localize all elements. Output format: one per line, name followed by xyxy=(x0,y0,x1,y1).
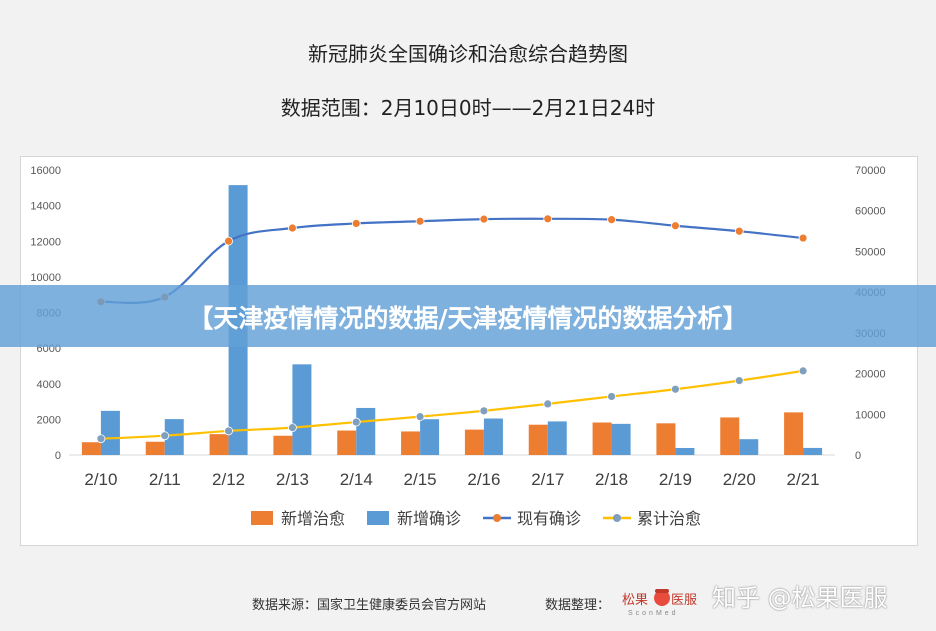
y-left-tick-label: 4000 xyxy=(37,379,61,391)
x-tick-label: 2/17 xyxy=(531,470,564,489)
bar xyxy=(464,429,484,455)
bar xyxy=(611,423,631,455)
line-point xyxy=(543,399,553,409)
line-point xyxy=(96,434,106,444)
line-point xyxy=(607,392,616,401)
series-line xyxy=(100,369,804,440)
line-point xyxy=(288,223,297,233)
line-point xyxy=(160,431,170,441)
legend-point-swatch xyxy=(493,514,501,522)
bar xyxy=(656,423,676,455)
y-left-tick-label: 0 xyxy=(55,450,61,462)
line-point xyxy=(671,384,680,394)
y-right-tick-label: 0 xyxy=(855,450,861,462)
line-point xyxy=(351,219,361,228)
bar xyxy=(803,447,823,455)
x-tick-label: 2/19 xyxy=(659,470,692,489)
bar xyxy=(81,442,101,455)
bar xyxy=(273,435,293,455)
line-point xyxy=(479,214,489,224)
y-right-tick-label: 70000 xyxy=(855,165,886,177)
y-right-tick-label: 20000 xyxy=(855,369,886,381)
legend-point-swatch xyxy=(613,514,621,522)
legend-swatch xyxy=(367,511,389,525)
line-point xyxy=(224,426,233,436)
y-left-tick-label: 16000 xyxy=(30,165,61,177)
bar xyxy=(547,421,567,455)
x-tick-label: 2/18 xyxy=(595,470,628,489)
bar xyxy=(483,418,503,455)
x-tick-label: 2/12 xyxy=(212,470,245,489)
zhihu-watermark: 知乎 @松果医服 xyxy=(712,584,888,612)
bar xyxy=(100,410,120,455)
bar xyxy=(356,407,376,455)
y-left-tick-label: 10000 xyxy=(30,272,61,284)
bar xyxy=(739,439,759,455)
source-note: 数据来源：国家卫生健康委员会官方网站 xyxy=(252,598,487,613)
line-point xyxy=(798,233,808,243)
bar xyxy=(675,447,695,455)
y-right-tick-label: 10000 xyxy=(855,409,886,421)
line-point xyxy=(671,221,680,231)
line-point xyxy=(224,236,233,246)
x-tick-label: 2/10 xyxy=(84,470,117,489)
bar xyxy=(292,364,312,455)
line-point xyxy=(288,423,297,433)
bar xyxy=(401,431,421,455)
legend-label: 累计治愈 xyxy=(637,509,701,528)
x-tick-label: 2/14 xyxy=(340,470,373,489)
bar xyxy=(337,430,357,455)
line-point xyxy=(415,216,425,226)
compiler-note: 数据整理： xyxy=(545,598,611,613)
x-tick-label: 2/11 xyxy=(149,470,181,489)
logo-subtext: SconMed xyxy=(628,610,679,617)
series-line xyxy=(100,217,804,305)
y-left-tick-label: 2000 xyxy=(37,414,61,426)
y-right-tick-label: 50000 xyxy=(855,246,886,258)
sconmed-logo: 松果 医服 SconMed xyxy=(622,589,697,617)
x-tick-label: 2/20 xyxy=(723,470,756,489)
banner-text: 【天津疫情情况的数据/天津疫情情况的数据分析】 xyxy=(188,304,748,333)
chart-panel: 0200040006000800010000120001400016000010… xyxy=(20,156,918,546)
logo-text-left: 松果 xyxy=(622,593,648,608)
bar xyxy=(528,424,548,455)
logo-text-right: 医服 xyxy=(671,593,697,608)
legend-label: 现有确诊 xyxy=(517,509,581,528)
legend-label: 新增治愈 xyxy=(281,509,345,528)
line-point xyxy=(798,366,808,376)
bar xyxy=(592,422,612,455)
line-point xyxy=(607,215,616,225)
x-tick-label: 2/16 xyxy=(467,470,500,489)
bar xyxy=(164,419,184,455)
bar xyxy=(720,417,740,455)
chart-subtitle: 数据范围：2月10日0时——2月21日24时 xyxy=(280,96,656,120)
bar xyxy=(784,412,804,455)
line-point xyxy=(351,417,361,427)
y-left-tick-label: 14000 xyxy=(30,201,61,213)
x-tick-label: 2/13 xyxy=(276,470,309,489)
legend-label: 新增确诊 xyxy=(397,509,461,528)
bar xyxy=(209,434,229,455)
bar xyxy=(420,419,440,455)
line-point xyxy=(734,376,744,386)
line-point xyxy=(415,412,425,422)
y-right-tick-label: 60000 xyxy=(855,206,886,218)
chart-svg: 0200040006000800010000120001400016000010… xyxy=(30,165,886,528)
bar xyxy=(145,441,165,455)
overlay-banner: 【天津疫情情况的数据/天津疫情情况的数据分析】 xyxy=(0,285,936,347)
x-tick-label: 2/21 xyxy=(787,470,820,489)
x-tick-label: 2/15 xyxy=(404,470,437,489)
line-point xyxy=(479,406,489,416)
logo-pot-icon xyxy=(654,590,670,606)
legend-swatch xyxy=(251,511,273,525)
line-point xyxy=(734,226,744,236)
chart-title: 新冠肺炎全国确诊和治愈综合趋势图 xyxy=(308,42,628,66)
line-point xyxy=(543,214,553,224)
y-left-tick-label: 12000 xyxy=(30,236,61,248)
